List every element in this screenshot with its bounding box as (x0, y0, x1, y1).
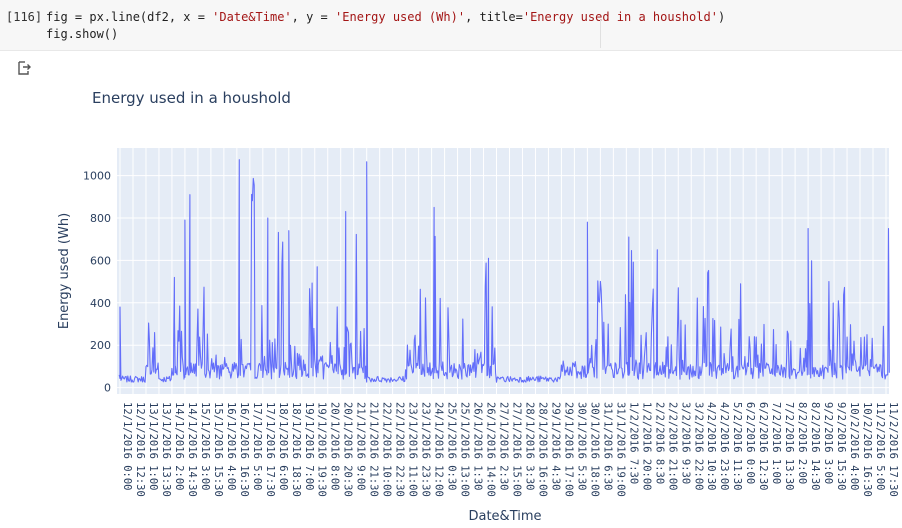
x-tick-label: 8/2/2016 14:30 (809, 402, 821, 491)
x-tick-label: 12/1/2016 12:30 (134, 402, 146, 497)
x-tick-label: 21/1/2016 9:00 (355, 402, 367, 491)
x-tick-label: 29/1/2016 17:00 (562, 402, 574, 497)
x-tick-label: 10/2/2016 4:00 (848, 402, 860, 491)
x-tick-label: 9/2/2016 15:30 (835, 402, 847, 491)
x-tick-label: 26/1/2016 1:30 (472, 402, 484, 491)
code-token-6: ) (717, 10, 726, 24)
x-tick-label: 9/2/2016 3:00 (822, 402, 834, 484)
x-tick-label: 13/1/2016 13:30 (160, 402, 172, 497)
x-tick-label: 19/1/2016 19:30 (316, 402, 328, 497)
x-tick-label: 10/2/2016 16:30 (861, 402, 873, 497)
x-tick-label: 3/2/2016 9:30 (679, 402, 691, 484)
x-tick-label: 6/2/2016 0:00 (744, 402, 756, 484)
y-tick-label: 600 (90, 254, 111, 267)
x-tick-label: 31/1/2016 19:00 (614, 402, 626, 497)
x-tick-label: 27/1/2016 2:30 (498, 402, 510, 491)
x-tick-label: 14/1/2016 14:30 (186, 402, 198, 497)
x-tick-label: 1/2/2016 20:00 (640, 402, 652, 491)
x-tick-label: 16/1/2016 4:00 (225, 402, 237, 491)
x-tick-label: 28/1/2016 16:00 (536, 402, 548, 497)
code-token-4: , title= (465, 10, 523, 24)
x-tick-label: 11/2/2016 17:30 (887, 402, 899, 497)
x-tick-label: 7/2/2016 13:30 (783, 402, 795, 491)
x-tick-label: 19/1/2016 7:00 (303, 402, 315, 491)
x-tick-label: 5/2/2016 11:30 (731, 402, 743, 491)
x-tick-label: 22/1/2016 10:00 (381, 402, 393, 497)
x-tick-label: 29/1/2016 4:30 (549, 402, 561, 491)
x-tick-label: 27/1/2016 15:00 (510, 402, 522, 497)
x-tick-label: 30/1/2016 18:00 (588, 402, 600, 497)
x-tick-label: 31/1/2016 6:30 (601, 402, 613, 491)
x-tick-label: 13/1/2016 1:00 (147, 402, 159, 491)
x-tick-label: 23/1/2016 23:30 (420, 402, 432, 497)
x-tick-label: 23/1/2016 11:00 (407, 402, 419, 497)
code-token-5: 'Energy used in a houshold' (522, 10, 718, 24)
x-tick-label: 25/1/2016 13:00 (459, 402, 471, 497)
x-tick-label: 15/1/2016 15:30 (212, 402, 224, 497)
x-tick-label: 3/2/2016 22:00 (692, 402, 704, 491)
x-tick-label: 1/2/2016 7:30 (627, 402, 639, 484)
x-tick-label: 30/1/2016 5:30 (575, 402, 587, 491)
x-tick-label: 14/1/2016 2:00 (173, 402, 185, 491)
plot-area (117, 148, 889, 394)
x-tick-label: 2/2/2016 8:30 (653, 402, 665, 484)
code-token-2: , y = (291, 10, 336, 24)
x-tick-label: 7/2/2016 1:00 (770, 402, 782, 484)
code-line-1[interactable]: fig = px.line(df2, x = 'Date&Time', y = … (46, 10, 725, 24)
x-tick-label: 25/1/2016 0:30 (446, 402, 458, 491)
x-tick-label: 16/1/2016 16:30 (238, 402, 250, 497)
execution-count: [116] (6, 10, 43, 24)
y-tick-label: 1000 (83, 170, 111, 183)
x-tick-label: 11/2/2016 5:00 (874, 402, 886, 491)
output-redirect-icon[interactable] (16, 60, 32, 76)
x-tick-label: 26/1/2016 14:00 (485, 402, 497, 497)
x-tick-label: 21/1/2016 21:30 (368, 402, 380, 497)
y-tick-label: 800 (90, 212, 111, 225)
x-tick-label: 28/1/2016 3:30 (523, 402, 535, 491)
y-tick-label: 0 (104, 382, 111, 395)
code-cell[interactable]: [116] fig = px.line(df2, x = 'Date&Time'… (0, 0, 902, 51)
energy-series-line (118, 159, 890, 383)
code-line-2[interactable]: fig.show() (46, 27, 119, 41)
x-tick-label: 8/2/2016 2:00 (796, 402, 808, 484)
code-token-1: 'Date&Time' (212, 10, 292, 24)
code-token-0: fig = px.line(df2, x = (46, 10, 213, 24)
code-token-3: 'Energy used (Wh)' (335, 10, 466, 24)
y-tick-label: 400 (90, 297, 111, 310)
y-tick-label: 200 (90, 339, 111, 352)
x-tick-label: 18/1/2016 18:30 (290, 402, 302, 497)
x-tick-label: 4/2/2016 23:00 (718, 402, 730, 491)
x-tick-label: 22/1/2016 22:30 (394, 402, 406, 497)
x-tick-label: 4/2/2016 10:30 (705, 402, 717, 491)
x-tick-label: 20/1/2016 8:00 (329, 402, 341, 491)
x-axis-title: Date&Time (468, 509, 541, 524)
x-tick-label: 17/1/2016 5:00 (251, 402, 263, 491)
x-tick-label: 12/1/2016 0:00 (121, 402, 133, 491)
chart-title: Energy used in a houshold (92, 89, 291, 107)
x-tick-label: 2/2/2016 21:00 (666, 402, 678, 491)
code-divider (600, 20, 601, 48)
x-tick-label: 24/1/2016 12:00 (433, 402, 445, 497)
x-tick-label: 20/1/2016 20:30 (342, 402, 354, 497)
x-tick-label: 17/1/2016 17:30 (264, 402, 276, 497)
y-axis-title: Energy used (Wh) (57, 213, 72, 329)
x-tick-label: 6/2/2016 12:30 (757, 402, 769, 491)
x-tick-label: 15/1/2016 3:00 (199, 402, 211, 491)
x-tick-label: 18/1/2016 6:00 (277, 402, 289, 491)
